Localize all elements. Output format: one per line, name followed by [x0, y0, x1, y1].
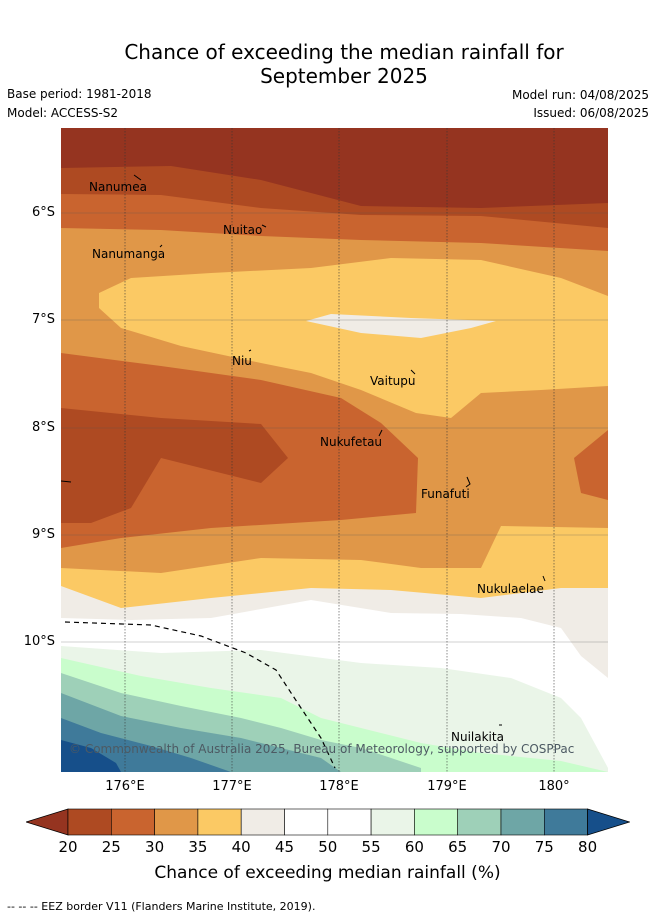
lat-label: 9°S — [31, 527, 55, 542]
island-funafuti — [465, 476, 471, 488]
place-label: Nukufetau — [320, 435, 383, 449]
band-25-30-east — [574, 430, 608, 500]
colorbar-over-arrow — [587, 808, 631, 836]
place-label: Nuilakita — [451, 730, 504, 744]
colorbar-tick-label: 80 — [578, 838, 598, 856]
eez-footnote: -- -- -- EEZ border V11 (Flanders Marine… — [7, 900, 316, 913]
band-20-25-west — [61, 408, 288, 523]
island-niu — [248, 349, 252, 352]
place-label: Nuitao — [223, 223, 263, 237]
island-nanumanga — [159, 244, 163, 248]
lat-label: 7°S — [31, 312, 55, 327]
island-nanumea — [133, 174, 142, 181]
colorbar-segment — [197, 808, 242, 836]
rainfall-map: Nanumea Nuitao Nanumanga Niu Vaitupu Nuk… — [61, 128, 608, 772]
colorbar — [24, 808, 631, 840]
chart-title: Chance of exceeding the median rainfall … — [0, 40, 655, 88]
issued-date: Issued: 06/08/2025 — [533, 106, 649, 120]
copyright-notice: © Commonwealth of Australia 2025, Bureau… — [69, 742, 575, 756]
colorbar-segment — [111, 808, 155, 836]
colorbar-segment — [457, 808, 502, 836]
lat-label: 8°S — [31, 420, 55, 435]
title-line-1: Chance of exceeding the median rainfall … — [124, 40, 564, 64]
place-label: Nukulaelae — [477, 582, 544, 596]
base-period: Base period: 1981-2018 — [7, 87, 152, 101]
colorbar-segment — [414, 808, 458, 836]
colorbar-segment — [370, 808, 415, 836]
lat-label: 6°S — [31, 205, 55, 220]
island-west-edge — [61, 480, 72, 483]
colorbar-tick-label: 20 — [58, 838, 78, 856]
island-marks — [61, 174, 546, 726]
island-vaitupu — [410, 369, 416, 375]
lon-label: 176°E — [105, 779, 145, 794]
island-nukulaelae — [542, 575, 546, 582]
band-over-80 — [61, 740, 121, 772]
place-label: Funafuti — [421, 487, 470, 501]
colorbar-segment — [500, 808, 545, 836]
colorbar-tick-label: 50 — [318, 838, 338, 856]
place-label: Nanumea — [89, 180, 147, 194]
colorbar-tick-label: 25 — [101, 838, 121, 856]
place-label: Niu — [232, 354, 252, 368]
colorbar-segment — [67, 808, 112, 836]
colorbar-tick-label: 65 — [448, 838, 468, 856]
colorbar-tick-label: 40 — [231, 838, 251, 856]
island-nuitao — [261, 224, 267, 228]
colorbar-segment — [284, 808, 329, 836]
lon-label: 178°E — [319, 779, 359, 794]
colorbar-tick-label: 75 — [534, 838, 554, 856]
lat-label: 10°S — [23, 634, 55, 649]
place-label: Nanumanga — [92, 247, 166, 261]
model-run: Model run: 04/08/2025 — [511, 88, 649, 102]
island-nukufetau — [378, 429, 383, 437]
band-35-40-upper — [99, 258, 608, 418]
eez-border — [64, 621, 336, 769]
colorbar-segment — [327, 808, 372, 836]
colorbar-tick-label: 70 — [491, 838, 511, 856]
colorbar-tick-label: 30 — [145, 838, 165, 856]
place-label: Vaitupu — [370, 374, 416, 388]
colorbar-segment — [543, 808, 588, 836]
model-name: Model: ACCESS-S2 — [7, 106, 119, 120]
lon-label: 180° — [538, 779, 570, 794]
colorbar-tick-label: 45 — [274, 838, 295, 856]
colorbar-under-arrow — [24, 808, 69, 836]
lon-label: 179°E — [427, 779, 467, 794]
lon-label: 177°E — [212, 779, 252, 794]
colorbar-tick-label: 35 — [188, 838, 208, 856]
colorbar-segment — [240, 808, 285, 836]
colorbar-tick-label: 55 — [361, 838, 381, 856]
colorbar-tick-label: 60 — [404, 838, 424, 856]
title-line-2: September 2025 — [260, 64, 428, 88]
colorbar-segment — [154, 808, 199, 836]
colorbar-label: Chance of exceeding median rainfall (%) — [154, 863, 501, 883]
